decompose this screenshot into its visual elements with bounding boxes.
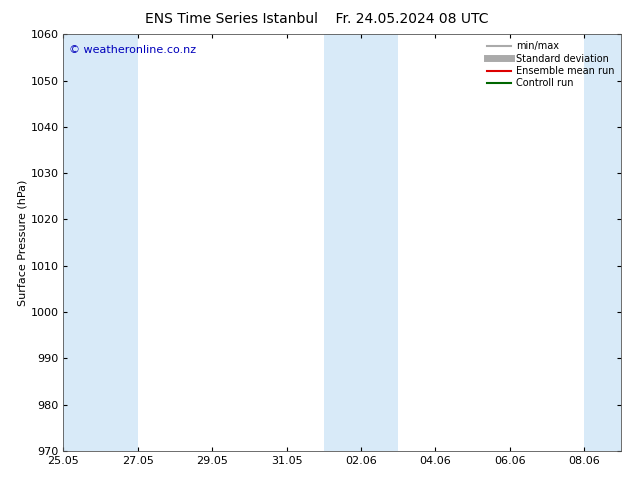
Bar	[324, 34, 361, 451]
Bar	[584, 34, 621, 451]
Bar	[361, 34, 398, 451]
Y-axis label: Surface Pressure (hPa): Surface Pressure (hPa)	[18, 179, 28, 306]
Bar	[63, 34, 101, 451]
Text: ENS Time Series Istanbul    Fr. 24.05.2024 08 UTC: ENS Time Series Istanbul Fr. 24.05.2024 …	[145, 12, 489, 26]
Bar	[101, 34, 138, 451]
Legend: min/max, Standard deviation, Ensemble mean run, Controll run: min/max, Standard deviation, Ensemble me…	[485, 39, 616, 90]
Text: © weatheronline.co.nz: © weatheronline.co.nz	[69, 45, 196, 55]
